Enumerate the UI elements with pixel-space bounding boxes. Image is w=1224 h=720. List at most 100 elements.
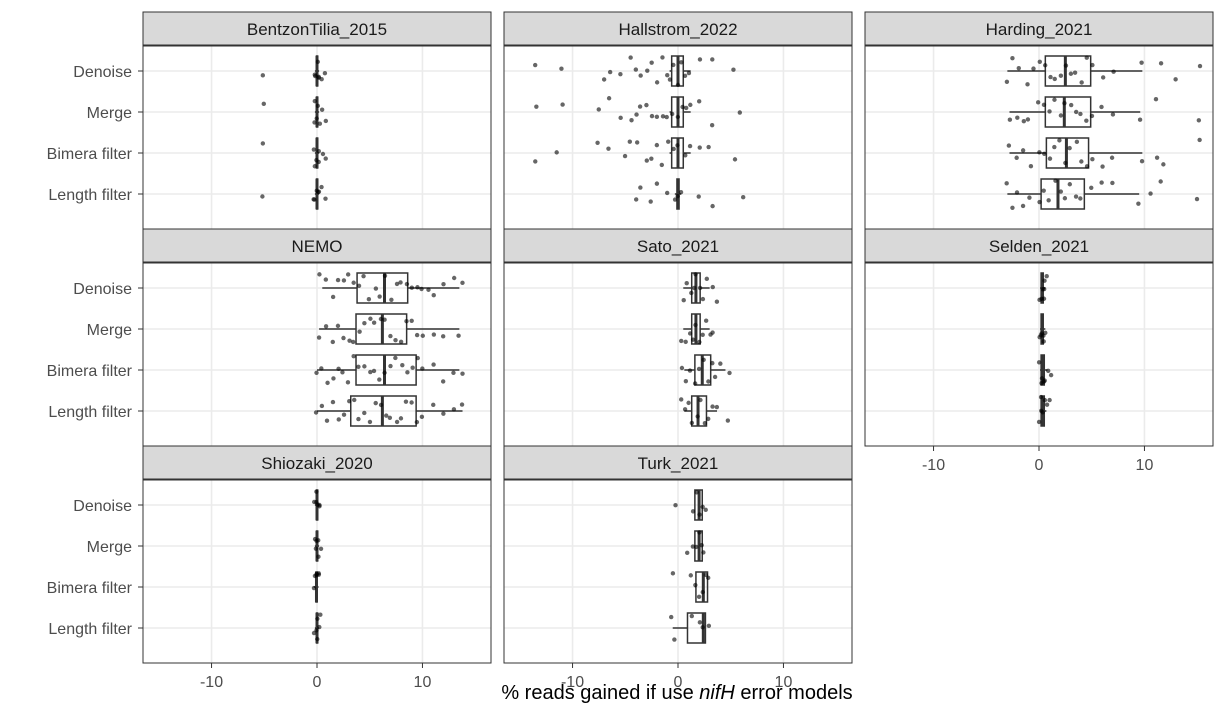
data-point — [312, 197, 317, 202]
data-point — [633, 67, 639, 72]
data-point — [335, 323, 341, 329]
data-point — [324, 418, 330, 423]
data-point — [705, 575, 711, 581]
data-point — [330, 294, 336, 300]
data-point — [699, 543, 704, 548]
data-point — [1136, 201, 1141, 206]
data-point — [654, 142, 660, 148]
data-point — [319, 107, 325, 112]
data-point — [1158, 61, 1164, 66]
data-point — [460, 280, 465, 286]
data-point — [686, 400, 691, 406]
x-tick-label: -10 — [922, 457, 945, 474]
data-point — [607, 69, 613, 75]
data-point — [672, 197, 678, 202]
data-point — [1079, 159, 1084, 164]
data-point — [606, 96, 612, 101]
box-iqr-harding-2021-merge — [1044, 96, 1092, 128]
data-point — [414, 332, 420, 338]
data-point — [689, 290, 694, 296]
data-point — [319, 403, 325, 409]
data-point — [1041, 102, 1047, 108]
data-point — [627, 139, 633, 144]
data-point — [671, 62, 676, 68]
data-point — [1020, 148, 1026, 153]
data-point — [1047, 156, 1053, 161]
y-tick-label-length-filter: Length filter — [48, 187, 132, 204]
data-point — [1021, 119, 1027, 124]
data-point — [1139, 159, 1145, 164]
data-point — [315, 59, 320, 65]
data-point — [682, 73, 688, 79]
data-point — [659, 162, 665, 168]
data-point — [404, 319, 409, 324]
data-point — [664, 114, 669, 120]
data-point — [316, 554, 321, 559]
data-point — [664, 190, 670, 196]
data-point — [740, 195, 746, 200]
data-point — [313, 546, 319, 551]
data-point — [351, 353, 356, 359]
data-point — [683, 378, 689, 384]
facet-panel-shiozaki-2020: Shiozaki_2020 Denoise Merge Bimera filter Le… — [47, 445, 492, 691]
box-iqr-harding-2021-denoise — [1044, 55, 1092, 87]
data-point — [696, 594, 702, 600]
x-axis-title-part-1: % reads gained if use — [501, 682, 699, 704]
data-point — [336, 366, 341, 371]
data-point — [323, 118, 329, 124]
data-point — [1048, 74, 1053, 80]
data-point — [681, 298, 686, 303]
data-point — [1196, 118, 1202, 123]
data-point — [687, 331, 693, 336]
data-point — [414, 419, 420, 425]
data-point — [1078, 196, 1083, 201]
data-point — [678, 189, 684, 195]
y-tick-label-length-filter: Length filter — [48, 621, 132, 638]
data-point — [700, 504, 705, 510]
data-point — [1025, 82, 1030, 87]
data-point — [731, 67, 736, 72]
data-point — [345, 272, 351, 277]
facet-panel-nemo: NEMO Denoise Merge Bimera filter Length filt… — [47, 228, 492, 447]
data-point — [1044, 402, 1050, 407]
data-point — [1036, 419, 1042, 425]
data-point — [1042, 397, 1048, 403]
data-point — [1148, 191, 1153, 196]
x-axis-title: % reads gained if use nifH error models — [501, 682, 852, 704]
data-point — [675, 82, 681, 88]
data-point — [1037, 150, 1042, 155]
boxplot-turk-2021-merge — [685, 530, 706, 562]
data-point — [1027, 195, 1032, 200]
data-point — [1057, 138, 1062, 143]
data-point — [710, 284, 715, 290]
data-point — [331, 376, 336, 381]
data-point — [1084, 55, 1089, 60]
data-point — [1041, 188, 1046, 193]
facet-strip-label-shiozaki-2020: Shiozaki_2020 — [261, 454, 373, 473]
data-point — [409, 285, 415, 290]
data-point — [689, 613, 695, 619]
box-iqr-turk-2021-length-filter — [686, 612, 707, 644]
data-point — [1099, 104, 1104, 110]
facet-strip-label-sato-2021: Sato_2021 — [637, 237, 719, 256]
data-point — [532, 62, 538, 68]
data-point — [671, 146, 676, 152]
data-point — [1042, 63, 1048, 68]
facet-panel-harding-2021: Harding_2021 — [864, 11, 1214, 230]
data-point — [456, 333, 461, 338]
data-point — [1079, 80, 1084, 85]
data-point — [1067, 145, 1072, 151]
data-point — [654, 114, 660, 120]
data-point — [440, 379, 446, 384]
data-point — [692, 381, 698, 386]
data-point — [694, 544, 699, 550]
data-point — [649, 60, 654, 65]
data-point — [1006, 143, 1012, 148]
data-point — [687, 143, 693, 149]
y-tick-label-merge: Merge — [87, 322, 132, 339]
data-point — [1158, 179, 1163, 184]
data-point — [1046, 198, 1051, 203]
data-point — [675, 114, 681, 120]
data-point — [670, 571, 676, 576]
data-point — [318, 612, 323, 617]
